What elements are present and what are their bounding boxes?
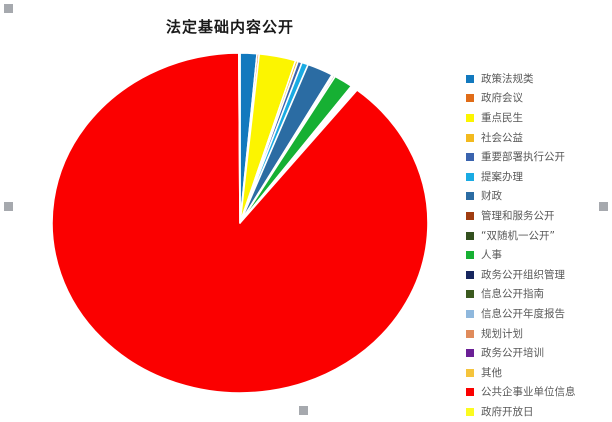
legend-item-label: 社会公益 xyxy=(481,131,523,144)
legend-item[interactable]: 财政 xyxy=(466,187,612,207)
legend-swatch-icon xyxy=(466,407,474,416)
handle-top-left[interactable] xyxy=(4,4,13,13)
legend-item[interactable]: 管理和服务公开 xyxy=(466,206,612,226)
legend-item-label: 政务公开培训 xyxy=(481,347,544,360)
handle-middle-left[interactable] xyxy=(4,202,13,211)
legend-item[interactable]: 政务公开培训 xyxy=(466,343,612,363)
legend-swatch-icon xyxy=(466,270,474,279)
legend-swatch-icon xyxy=(466,133,474,142)
chart-legend: 政策法规类政府会议重点民生社会公益重要部署执行公开 提案办理财政管理和服务公开 “双… xyxy=(466,69,612,422)
legend-item[interactable]: 社会公益 xyxy=(466,128,612,148)
legend-swatch-icon xyxy=(466,153,474,162)
legend-item-label: 政府开放日 xyxy=(481,405,534,418)
handle-middle-right[interactable] xyxy=(599,202,608,211)
legend-item[interactable]: 公共企事业单位信息 xyxy=(466,383,612,403)
legend-item-label: “双随机一公开” xyxy=(481,229,555,242)
legend-swatch-icon xyxy=(466,211,474,220)
legend-item-label: 政策法规类 xyxy=(481,72,534,85)
legend-item-label: 其他 xyxy=(481,366,502,379)
legend-swatch-icon xyxy=(466,231,474,240)
legend-item[interactable]: 信息公开指南 xyxy=(466,285,612,305)
legend-swatch-icon xyxy=(466,368,474,377)
legend-swatch-icon xyxy=(466,309,474,318)
legend-item[interactable]: 重点民生 xyxy=(466,108,612,128)
legend-item-label: 重点民生 xyxy=(481,111,523,124)
legend-item[interactable]: 其他 xyxy=(466,363,612,383)
legend-item[interactable]: 人事 xyxy=(466,245,612,265)
legend-item-label: 财政 xyxy=(481,190,502,203)
legend-swatch-icon xyxy=(466,113,474,122)
legend-swatch-icon xyxy=(466,251,474,260)
pie-slice[interactable] xyxy=(238,52,241,224)
legend-item-label: 管理和服务公开 xyxy=(481,209,555,222)
legend-item-label: 政务公开组织管理 xyxy=(481,268,565,281)
legend-item[interactable]: 政务公开组织管理 xyxy=(466,265,612,285)
legend-item-label: 信息公开指南 xyxy=(481,288,544,301)
legend-item-label: 提案办理 xyxy=(481,170,523,183)
chart-title: 法定基础内容公开 xyxy=(165,20,294,36)
legend-swatch-icon xyxy=(466,329,474,338)
legend-swatch-icon xyxy=(466,94,474,103)
legend-item[interactable]: 提案办理 xyxy=(466,167,612,187)
handle-bottom-center[interactable] xyxy=(299,406,308,415)
pie-plot-area[interactable] xyxy=(48,44,438,412)
legend-item[interactable]: 政策法规类 xyxy=(466,69,612,89)
legend-swatch-icon xyxy=(466,192,474,201)
legend-item[interactable]: 规划计划 xyxy=(466,324,612,344)
legend-item-label: 信息公开年度报告 xyxy=(481,307,565,320)
legend-swatch-icon xyxy=(466,172,474,181)
legend-swatch-icon xyxy=(466,388,474,397)
legend-item-label: 公共企事业单位信息 xyxy=(481,386,576,399)
legend-item[interactable]: 重要部署执行公开 xyxy=(466,147,612,167)
legend-item[interactable]: “双随机一公开” xyxy=(466,226,612,246)
legend-item-label: 政府会议 xyxy=(481,92,523,105)
legend-item[interactable]: 政府会议 xyxy=(466,89,612,109)
legend-swatch-icon xyxy=(466,290,474,299)
legend-item-label: 人事 xyxy=(481,249,502,262)
legend-item[interactable]: 信息公开年度报告 xyxy=(466,304,612,324)
legend-swatch-icon xyxy=(466,349,474,358)
pie-svg xyxy=(51,52,429,394)
legend-swatch-icon xyxy=(466,74,474,83)
legend-item-label: 规划计划 xyxy=(481,327,523,340)
legend-item[interactable]: 政府开放日 xyxy=(466,402,612,422)
legend-item-label: 重要部署执行公开 xyxy=(481,151,565,164)
